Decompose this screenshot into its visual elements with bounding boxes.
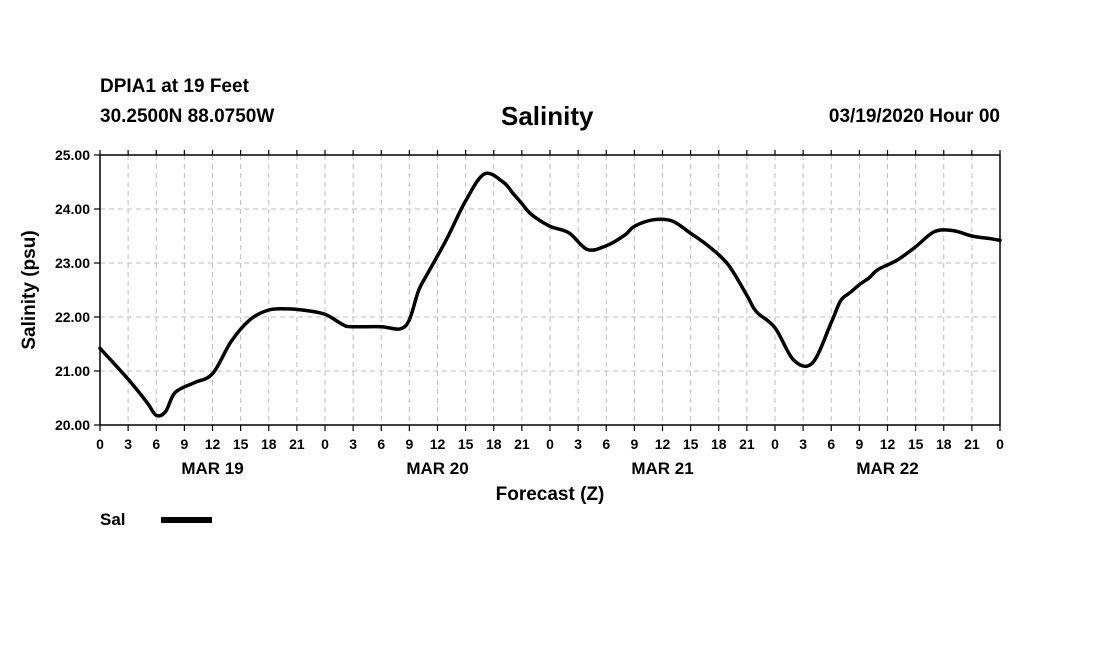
x-tick-label: 12 [655,436,671,452]
y-tick-label: 22.00 [55,309,90,325]
x-tick-label: 3 [124,436,132,452]
day-label: MAR 22 [856,459,918,478]
chart-title: Salinity [501,101,594,131]
x-tick-label: 9 [855,436,863,452]
x-tick-label: 3 [349,436,357,452]
x-tick-label: 9 [630,436,638,452]
x-tick-label: 18 [711,436,727,452]
x-tick-label: 21 [514,436,530,452]
x-tick-label: 9 [180,436,188,452]
y-tick-label: 21.00 [55,363,90,379]
x-tick-label: 12 [880,436,896,452]
issue-time-label: 03/19/2020 Hour 00 [828,106,1000,127]
legend-label: Sal [100,510,126,529]
x-tick-label: 21 [739,436,755,452]
x-tick-label: 3 [574,436,582,452]
x-tick-label: 21 [289,436,305,452]
y-axis-label: Salinity (psu) [19,230,40,349]
x-tick-label: 12 [205,436,221,452]
x-tick-label: 6 [827,436,835,452]
x-tick-label: 0 [96,436,104,452]
x-tick-label: 15 [908,436,924,452]
axis-ticks: 20.00 21.00 22.00 23.00 24.00 25.00 0 3 6 9 12 15 18… [55,147,1004,478]
x-tick-label: 15 [458,436,474,452]
x-tick-label: 3 [799,436,807,452]
series-layer [98,171,1002,418]
x-axis-label: Forecast (Z) [496,484,605,505]
x-tick-label: 0 [771,436,779,452]
day-label: MAR 20 [406,459,468,478]
day-label: MAR 19 [181,459,243,478]
x-tick-label: 6 [602,436,610,452]
y-tick-label: 20.00 [55,417,90,433]
x-tick-label: 18 [261,436,277,452]
day-label: MAR 21 [631,459,693,478]
x-tick-label: 18 [936,436,952,452]
x-tick-label: 0 [321,436,329,452]
y-tick-label: 25.00 [55,147,90,163]
coordinates-label: 30.2500N 88.0750W [100,106,275,127]
x-tick-label: 15 [233,436,249,452]
x-tick-label: 0 [996,436,1004,452]
series-line-sal [98,171,1002,418]
x-tick-label: 21 [964,436,980,452]
legend-swatch [161,517,212,523]
station-label: DPIA1 at 19 Feet [100,76,249,97]
x-tick-label: 15 [683,436,699,452]
x-tick-label: 6 [152,436,160,452]
grid [100,155,1000,425]
x-tick-label: 12 [430,436,446,452]
y-tick-label: 24.00 [55,201,90,217]
y-tick-label: 23.00 [55,255,90,271]
x-tick-label: 0 [546,436,554,452]
x-tick-label: 18 [486,436,502,452]
x-tick-label: 6 [377,436,385,452]
x-tick-label: 9 [405,436,413,452]
